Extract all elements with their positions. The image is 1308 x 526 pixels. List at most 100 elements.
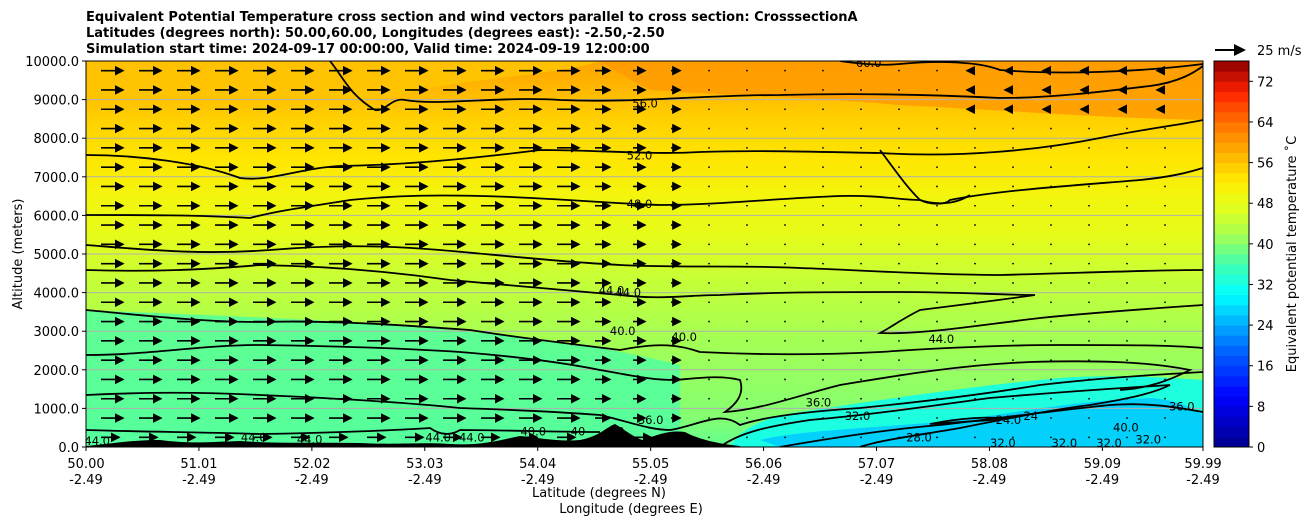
colorbar-band (1214, 101, 1249, 113)
colorbar-band (1214, 152, 1249, 164)
wind-vector-dot (974, 301, 976, 304)
wind-vector-dot (898, 301, 900, 304)
contour-line-28 (779, 403, 1203, 447)
contour-label: 44.0 (615, 286, 641, 300)
wind-vector-dot (974, 224, 976, 226)
wind-vector-dot (746, 397, 748, 400)
wind-vector-dot (1088, 262, 1090, 265)
wind-vector-dot (1088, 204, 1090, 207)
wind-vector-dot (746, 436, 748, 439)
wind-vector-dot (860, 417, 862, 419)
wind-vector-dot (936, 262, 938, 265)
colorbar-band (1214, 233, 1249, 245)
wind-vector-dot (784, 243, 786, 246)
wind-vector-dot (784, 417, 786, 419)
y-tick-label: 2000.0 (34, 364, 80, 379)
wind-vector-dot (1164, 436, 1166, 439)
wind-vector-dot (860, 301, 862, 304)
wind-vector-dot (1164, 320, 1166, 323)
wind-vector-dot (784, 224, 786, 226)
wind-vector-dot (1164, 397, 1166, 400)
contour-label: 24 (1023, 409, 1038, 423)
colorbar-ticks: 0 8 16 24 32 40 48 56 64 72 (1249, 75, 1274, 456)
wind-vector-dot (1050, 417, 1052, 419)
wind-vector-dot (784, 320, 786, 323)
wind-vector-dot (1088, 243, 1090, 246)
wind-vector-dot (708, 185, 710, 188)
contour-label: 40 (571, 425, 586, 439)
wind-vector-dot (936, 378, 938, 381)
wind-vector-dot (860, 397, 862, 400)
wind-vector-dot (860, 262, 862, 265)
wind-vector-dot (1050, 359, 1052, 362)
wind-vector-dot (898, 204, 900, 207)
wind-vector-dot (1012, 146, 1014, 149)
wind-vector-dot (860, 378, 862, 381)
wind-vector-dot (898, 224, 900, 226)
x-tick-label-lat: 50.00 (67, 457, 104, 472)
wind-vector-dot (1088, 397, 1090, 400)
wind-vector-dot (1164, 204, 1166, 207)
wind-vector-dot (784, 185, 786, 188)
contour-label: 32.0 (1135, 432, 1161, 446)
wind-vector-dot (936, 417, 938, 419)
wind-vector-dot (1012, 204, 1014, 207)
wind-vector-dot (1012, 378, 1014, 381)
contour-label: 36.0 (638, 413, 664, 427)
wind-vector-dot (822, 146, 824, 149)
wind-vector-dot (860, 339, 862, 342)
wind-vector-dot (1050, 204, 1052, 207)
colorbar-band (1214, 426, 1249, 438)
wind-vector-dot (974, 436, 976, 439)
wind-vector-dot (860, 127, 862, 130)
wind-vector-dot (1012, 185, 1014, 188)
wind-vector-dot (746, 89, 748, 91)
wind-vector-dot (936, 185, 938, 188)
colorbar-band (1214, 243, 1249, 255)
wind-vector-dot (1126, 301, 1128, 304)
colorbar-tick-label: 24 (1257, 319, 1274, 334)
wind-vector-dot (1126, 224, 1128, 226)
contour-label: 44.0 (459, 430, 485, 444)
plot-area: 60.056.052.048.044.044.040.0 40.0 44.036.0… (86, 61, 1203, 447)
wind-vector-dot (1126, 320, 1128, 323)
wind-vector-dot (860, 243, 862, 246)
wind-vector-dot (974, 359, 976, 362)
wind-vector-dot (898, 378, 900, 381)
wind-vector-dot (1088, 224, 1090, 226)
wind-vector-dot (746, 69, 748, 72)
y-tick-label: 0.0 (58, 441, 79, 456)
wind-vector-dot (898, 185, 900, 188)
wind-vector-dot (708, 166, 710, 169)
x-tick-label-lat: 51.01 (180, 457, 217, 472)
wind-vector-dot (708, 224, 710, 226)
contour-line-48 (86, 167, 1203, 219)
wind-vector-dot (936, 89, 938, 91)
wind-vector-dot (746, 224, 748, 226)
wind-vector-dot (1012, 301, 1014, 304)
colorbar-band (1214, 365, 1249, 377)
wind-vector-dot (860, 282, 862, 284)
wind-vector-dot (974, 282, 976, 284)
title-line-2: Latitudes (degrees north): 50.00,60.00, … (86, 26, 665, 41)
wind-vector-dot (974, 417, 976, 419)
colorbar-tick-label: 48 (1257, 197, 1274, 212)
wind-vector-dot (936, 436, 938, 439)
wind-vector-dot (822, 243, 824, 246)
contour-label: 40 (610, 425, 625, 439)
wind-vector-dot (974, 185, 976, 188)
wind-vector-dot (746, 204, 748, 207)
contour-label: 44.0 (241, 430, 267, 444)
contour-label: 44.0 (297, 432, 323, 446)
wind-vector-dot (822, 301, 824, 304)
wind-vector-dot (1164, 127, 1166, 130)
colorbar-band (1214, 142, 1249, 153)
x-tick-label-lat: 54.04 (519, 457, 556, 472)
wind-vector-dot (974, 146, 976, 149)
contour-label: 44.0 (929, 332, 955, 346)
wind-vector-dot (974, 262, 976, 265)
colorbar-tick-label: 40 (1257, 238, 1274, 253)
wind-vector-dot (784, 378, 786, 381)
colorbar-tick-label: 64 (1257, 116, 1274, 131)
wind-vector-dot (1088, 359, 1090, 362)
